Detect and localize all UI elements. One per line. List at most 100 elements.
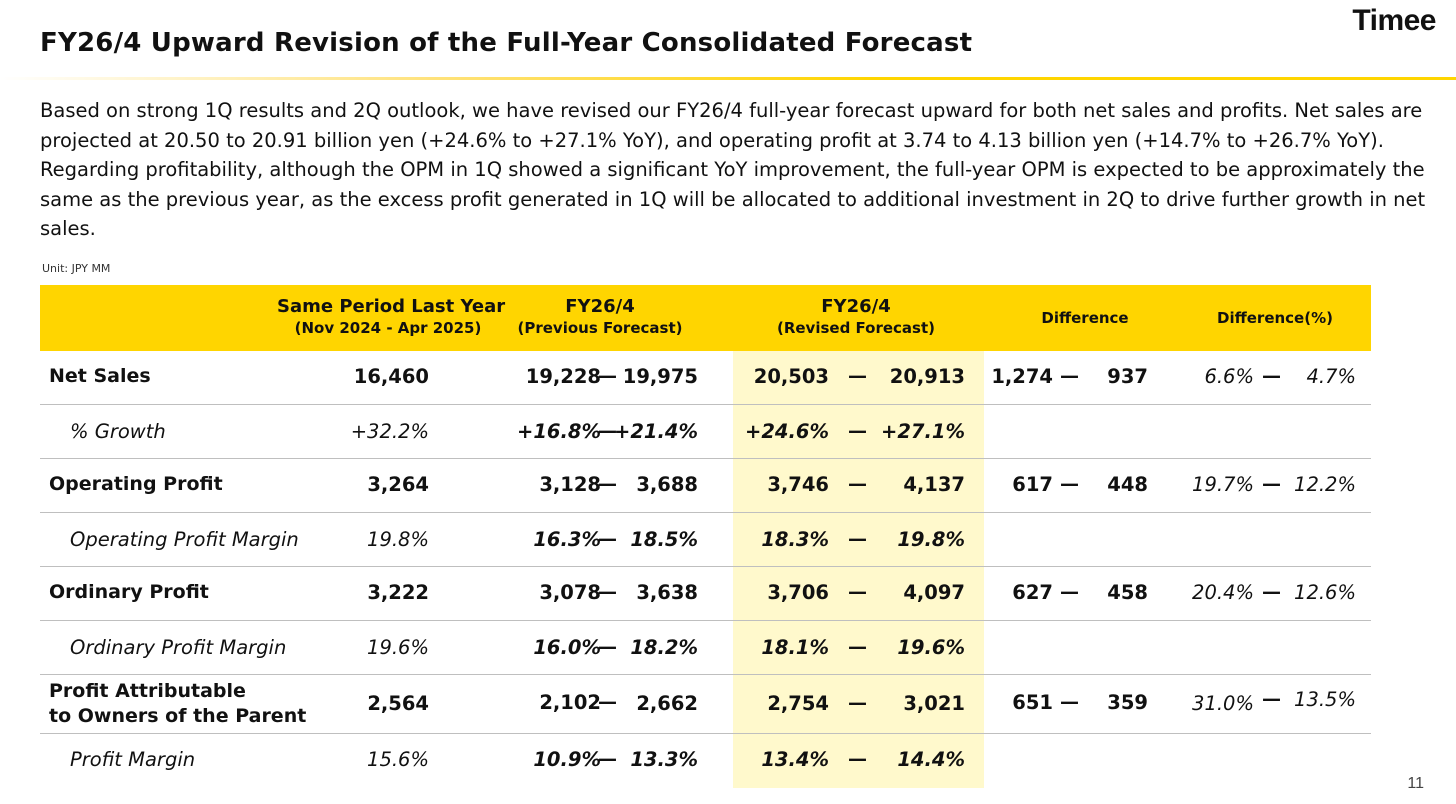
table-row-ordinary-profit: Ordinary Profit 3,222 3,078 — 3,638 3,70… (40, 567, 1371, 621)
header-prev-forecast: FY26/4 (Previous Forecast) (510, 296, 690, 338)
last-year-value: 3,264 (367, 473, 429, 496)
prev-forecast-low: 10.9% (533, 748, 601, 771)
difference-low: 627 (1012, 581, 1053, 604)
page-title: FY26/4 Upward Revision of the Full-Year … (40, 28, 973, 58)
range-dash: — (1060, 691, 1079, 713)
range-dash: — (1060, 581, 1079, 603)
range-dash: — (598, 528, 617, 550)
last-year-value: 3,222 (367, 581, 429, 604)
difference-pct-low: 31.0% (1192, 692, 1254, 715)
header-difference-pct: Difference(%) (1217, 309, 1333, 327)
row-label: Net Sales (49, 365, 151, 387)
range-dash: — (598, 581, 617, 603)
difference-pct-low: 6.6% (1204, 365, 1254, 388)
prev-forecast-low: +16.8% (517, 420, 601, 443)
range-dash: — (598, 473, 617, 495)
revised-forecast-high: +27.1% (881, 420, 965, 443)
revised-forecast-low: +24.6% (745, 420, 829, 443)
header-revised-forecast-sub: (Revised Forecast) (776, 319, 936, 337)
row-label: % Growth (70, 420, 166, 443)
header-prev-forecast-sub: (Previous Forecast) (517, 319, 683, 337)
revised-forecast-highlight (733, 351, 984, 788)
range-dash: — (598, 636, 617, 658)
revised-forecast-low: 18.3% (761, 528, 829, 551)
difference-pct-low: 19.7% (1192, 473, 1254, 496)
difference-high: 937 (1107, 365, 1148, 388)
prev-forecast-high: 3,638 (636, 581, 698, 604)
last-year-value: 16,460 (353, 365, 429, 388)
row-label-line1: Profit Attributable (49, 680, 246, 702)
table-row-growth: % Growth +32.2% +16.8% — +21.4% +24.6% —… (40, 405, 1371, 459)
prev-forecast-high: 18.5% (630, 528, 698, 551)
difference-pct-high: 12.2% (1294, 473, 1356, 496)
last-year-value: 15.6% (367, 748, 429, 771)
table-header: Same Period Last Year (Nov 2024 - Apr 20… (40, 285, 1371, 351)
prev-forecast-low: 3,128 (539, 473, 601, 496)
header-prev-forecast-title: FY26/4 (565, 296, 635, 317)
range-dash: — (598, 748, 617, 770)
prev-forecast-low: 19,228 (525, 365, 601, 388)
row-label: Profit Margin (70, 748, 196, 771)
revised-forecast-high: 19.6% (897, 636, 965, 659)
revised-forecast-low: 20,503 (753, 365, 829, 388)
last-year-value: 2,564 (367, 692, 429, 715)
range-dash: — (848, 420, 867, 442)
range-dash: — (848, 692, 867, 714)
header-last-year: Same Period Last Year (Nov 2024 - Apr 20… (277, 296, 506, 338)
difference-high: 359 (1107, 691, 1148, 714)
revised-forecast-low: 18.1% (761, 636, 829, 659)
header-last-year-title: Same Period Last Year (277, 296, 506, 317)
revised-forecast-low: 3,706 (767, 581, 829, 604)
row-label: Ordinary Profit (49, 581, 209, 603)
difference-high: 458 (1107, 581, 1148, 604)
difference-low: 651 (1012, 691, 1053, 714)
last-year-value: 19.6% (367, 636, 429, 659)
prev-forecast-high: 2,662 (636, 692, 698, 715)
range-dash: — (1262, 581, 1281, 603)
prev-forecast-low: 16.0% (533, 636, 601, 659)
prev-forecast-low: 16.3% (533, 528, 601, 551)
header-last-year-period: (Nov 2024 - Apr 2025) (294, 319, 482, 337)
range-dash: — (598, 420, 617, 442)
timee-logo: Timee (1352, 4, 1436, 37)
header-difference: Difference (1041, 309, 1129, 327)
page-number: 11 (1407, 775, 1424, 792)
prev-forecast-high: 3,688 (636, 473, 698, 496)
prev-forecast-low: 3,078 (539, 581, 601, 604)
range-dash: — (1060, 473, 1079, 495)
difference-high: 448 (1107, 473, 1148, 496)
table-row-ordinary-margin: Ordinary Profit Margin 19.6% 16.0% — 18.… (40, 621, 1371, 675)
row-label: Profit Attributable to Owners of the Par… (49, 679, 306, 729)
revised-forecast-high: 14.4% (897, 748, 965, 771)
range-dash: — (1262, 473, 1281, 495)
revised-forecast-high: 4,097 (903, 581, 965, 604)
revised-forecast-low: 13.4% (761, 748, 829, 771)
difference-pct-high: 4.7% (1306, 365, 1356, 388)
range-dash: — (598, 365, 617, 387)
range-dash: — (848, 528, 867, 550)
range-dash: — (848, 636, 867, 658)
row-label-line2: to Owners of the Parent (49, 705, 307, 727)
header-revised-forecast-title: FY26/4 (821, 296, 891, 317)
difference-pct-low: 20.4% (1192, 581, 1254, 604)
table-row-profit-attributable: Profit Attributable to Owners of the Par… (40, 675, 1371, 734)
table-row-net-sales: Net Sales 16,460 19,228 — 19,975 20,503 … (40, 351, 1371, 405)
row-label: Operating Profit (49, 473, 223, 495)
last-year-value: 19.8% (367, 528, 429, 551)
range-dash: — (1262, 365, 1281, 387)
revised-forecast-high: 3,021 (903, 692, 965, 715)
range-dash: — (598, 691, 617, 713)
table-row-operating-profit: Operating Profit 3,264 3,128 — 3,688 3,7… (40, 459, 1371, 513)
revised-forecast-high: 19.8% (897, 528, 965, 551)
difference-low: 617 (1012, 473, 1053, 496)
prev-forecast-high: 18.2% (630, 636, 698, 659)
revised-forecast-high: 20,913 (889, 365, 965, 388)
header-revised-forecast: FY26/4 (Revised Forecast) (758, 296, 954, 338)
forecast-table: Same Period Last Year (Nov 2024 - Apr 20… (40, 285, 1371, 788)
difference-pct-high: 12.6% (1294, 581, 1356, 604)
unit-label: Unit: JPY MM (42, 262, 111, 275)
revised-forecast-low: 3,746 (767, 473, 829, 496)
header-divider (0, 77, 1456, 80)
range-dash: — (848, 748, 867, 770)
prev-forecast-high: +21.4% (614, 420, 698, 443)
